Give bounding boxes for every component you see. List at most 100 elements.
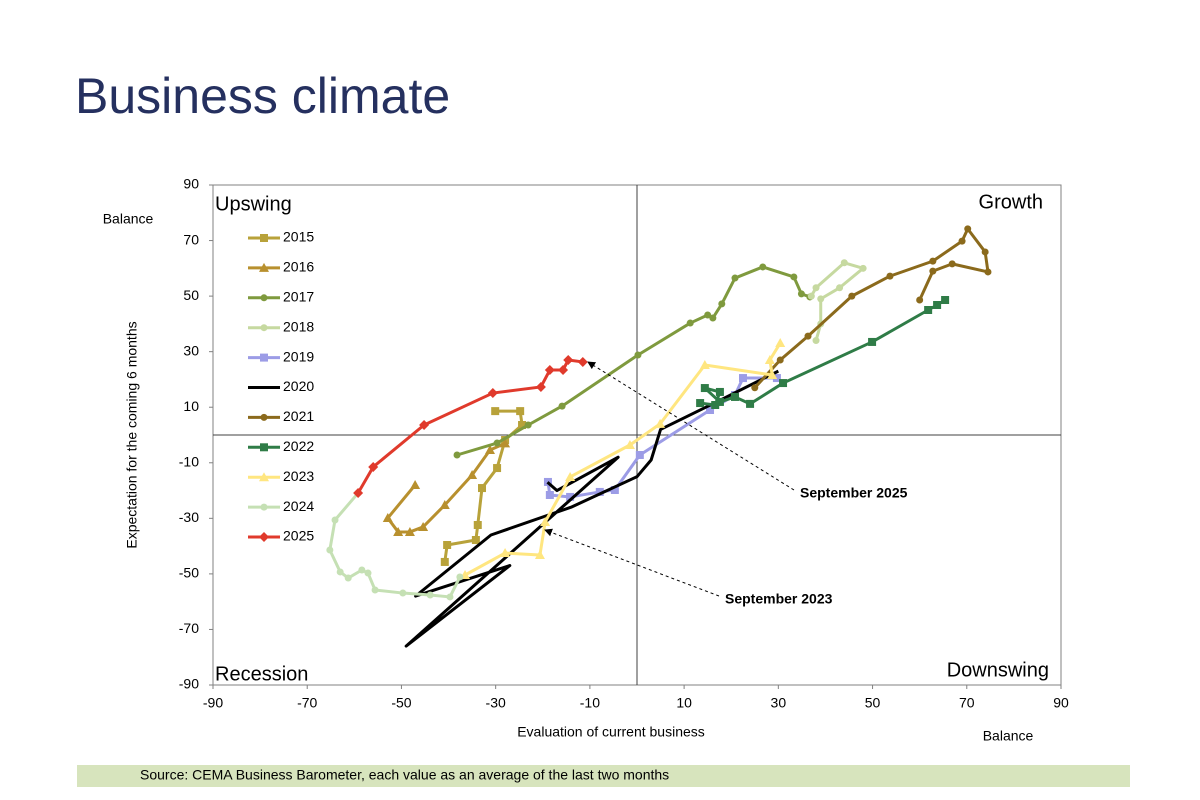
data-point bbox=[443, 541, 452, 549]
data-point bbox=[336, 568, 344, 576]
data-point bbox=[696, 399, 705, 408]
data-point bbox=[467, 470, 478, 479]
data-point bbox=[535, 381, 546, 392]
data-point bbox=[485, 445, 496, 454]
data-point bbox=[812, 284, 820, 292]
data-point bbox=[981, 248, 989, 256]
annotation-arrow bbox=[587, 361, 795, 491]
data-point bbox=[751, 384, 759, 392]
x-tick-label: 70 bbox=[959, 695, 975, 711]
data-point bbox=[634, 351, 642, 359]
x-tick-label: -30 bbox=[486, 695, 506, 711]
data-point bbox=[807, 292, 815, 300]
data-point bbox=[767, 370, 778, 379]
series-line bbox=[443, 409, 524, 563]
legend-label: 2016 bbox=[283, 259, 314, 275]
data-point bbox=[730, 392, 739, 401]
data-point bbox=[410, 480, 421, 489]
series-line bbox=[546, 376, 777, 499]
data-point bbox=[493, 464, 502, 473]
data-point bbox=[487, 388, 498, 399]
y-tick-label: 90 bbox=[183, 176, 199, 192]
data-point bbox=[746, 399, 755, 408]
source-note: Source: CEMA Business Barometer, each va… bbox=[140, 767, 669, 783]
data-point bbox=[868, 337, 877, 346]
data-point bbox=[709, 314, 717, 322]
series-line bbox=[464, 342, 782, 577]
y-tick-label: -50 bbox=[179, 565, 199, 581]
x-tick-label: 30 bbox=[771, 695, 787, 711]
data-point bbox=[524, 421, 532, 429]
x-tick-label: -90 bbox=[203, 695, 223, 711]
data-point bbox=[706, 406, 715, 414]
data-point bbox=[491, 407, 500, 416]
data-point bbox=[534, 550, 545, 559]
data-point bbox=[566, 492, 575, 501]
data-point bbox=[779, 379, 788, 388]
quadrant-label: Recession bbox=[215, 663, 308, 685]
data-point bbox=[473, 521, 482, 529]
data-point bbox=[715, 387, 724, 396]
data-point bbox=[577, 356, 588, 367]
data-point bbox=[500, 548, 511, 558]
y-tick-label: 70 bbox=[183, 231, 199, 247]
x-unit-label: Balance bbox=[983, 728, 1034, 744]
data-point bbox=[886, 272, 894, 280]
data-point bbox=[419, 420, 430, 430]
legend-label: 2015 bbox=[283, 229, 314, 245]
legend-marker bbox=[260, 294, 268, 302]
data-point bbox=[964, 225, 972, 233]
legend-label: 2023 bbox=[283, 468, 314, 484]
legend-marker bbox=[260, 234, 268, 242]
y-tick-label: -90 bbox=[179, 676, 199, 692]
data-point bbox=[836, 284, 844, 292]
data-point bbox=[382, 513, 393, 523]
data-point bbox=[704, 311, 712, 319]
quadrant-label: Upswing bbox=[215, 193, 292, 215]
data-point bbox=[624, 440, 635, 449]
x-axis-title: Evaluation of current business bbox=[517, 724, 705, 740]
data-point bbox=[699, 360, 710, 369]
data-point bbox=[368, 461, 379, 472]
data-point bbox=[344, 574, 352, 582]
legend-marker bbox=[259, 472, 269, 482]
y-tick-label: -10 bbox=[179, 453, 199, 469]
data-point bbox=[790, 273, 798, 281]
quadrant-label: Growth bbox=[979, 191, 1043, 213]
data-point bbox=[456, 573, 464, 581]
data-point bbox=[493, 439, 501, 447]
data-point bbox=[426, 591, 434, 599]
data-point bbox=[984, 268, 992, 276]
legend-label: 2018 bbox=[283, 318, 314, 334]
legend-marker bbox=[260, 443, 268, 452]
y-tick-label: -30 bbox=[179, 509, 199, 525]
legend-label: 2020 bbox=[283, 378, 314, 394]
annotation: September 2023 bbox=[725, 591, 833, 607]
data-point bbox=[929, 257, 937, 265]
source-band bbox=[77, 765, 1130, 787]
data-point bbox=[399, 589, 407, 597]
data-point bbox=[635, 451, 644, 459]
data-point bbox=[772, 374, 781, 383]
data-point bbox=[715, 397, 724, 406]
data-point bbox=[544, 365, 555, 375]
legend-marker bbox=[260, 324, 268, 332]
data-point bbox=[540, 516, 551, 526]
data-point bbox=[655, 418, 666, 428]
data-point bbox=[440, 557, 449, 566]
legend-label: 2022 bbox=[283, 438, 314, 454]
data-point bbox=[848, 292, 856, 300]
data-point bbox=[518, 421, 527, 429]
y-tick-label: 30 bbox=[183, 342, 199, 358]
series-line bbox=[810, 261, 865, 341]
annotation-arrow bbox=[544, 528, 720, 597]
data-point bbox=[563, 355, 574, 365]
data-point bbox=[812, 337, 820, 345]
data-point bbox=[739, 374, 747, 383]
data-point bbox=[764, 355, 775, 364]
data-point bbox=[933, 301, 942, 309]
data-point bbox=[516, 407, 525, 416]
data-point bbox=[353, 488, 364, 499]
data-point bbox=[718, 300, 726, 308]
data-point bbox=[358, 566, 366, 574]
